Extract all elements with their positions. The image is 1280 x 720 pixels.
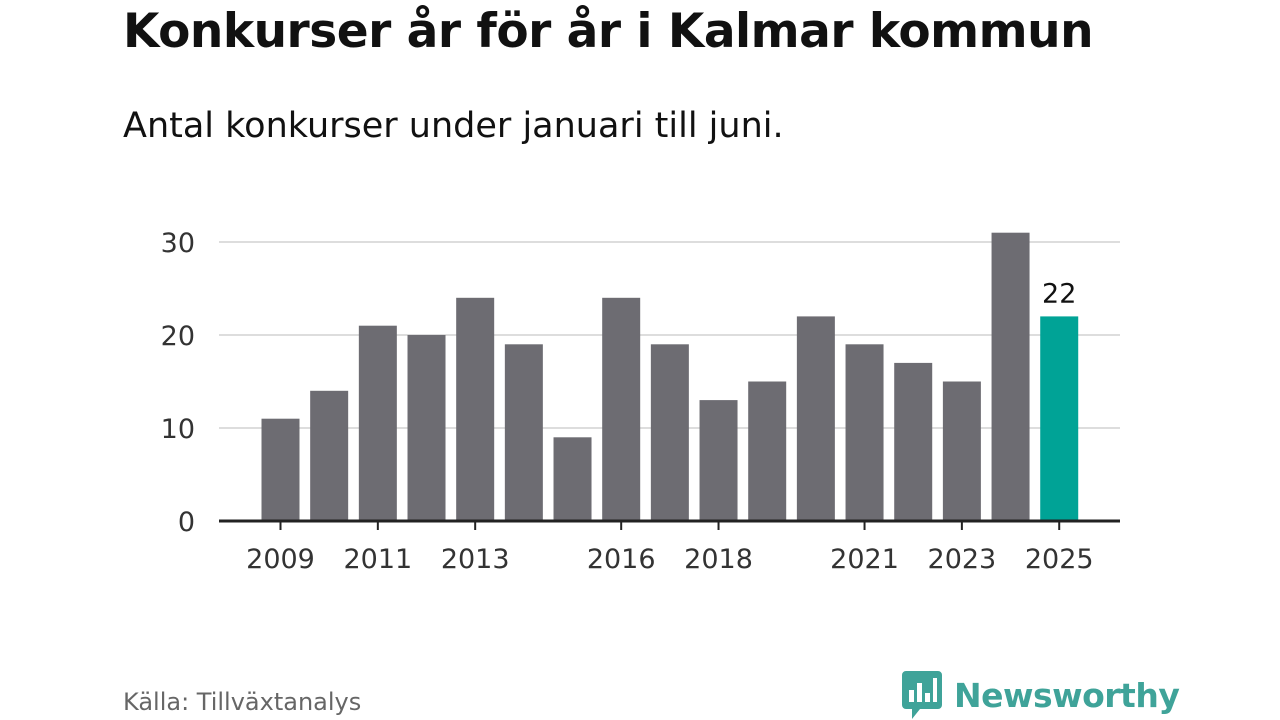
- y-tick-label-20: 20: [161, 321, 195, 352]
- bar-2018: [699, 400, 738, 521]
- x-tick-label-2018: 2018: [684, 544, 753, 575]
- source-note: Källa: Tillväxtanalys: [123, 688, 362, 716]
- bar-2009: [261, 418, 300, 521]
- bar-2019: [748, 381, 787, 521]
- newsworthy-logo: Newsworthy: [902, 671, 1180, 719]
- y-tick-label-10: 10: [161, 414, 195, 445]
- bars: [261, 232, 1079, 521]
- x-axis-ticks: 2009 2011 2013 2016 2018 2021 2023 2025: [246, 521, 1094, 575]
- bar-2015: [553, 437, 592, 521]
- y-tick-label-30: 30: [161, 228, 195, 259]
- bar-2022: [894, 362, 933, 521]
- data-label-2025: 22: [1042, 278, 1076, 309]
- x-tick-label-2016: 2016: [587, 544, 656, 575]
- bar-2021: [845, 344, 884, 521]
- y-tick-label-0: 0: [178, 507, 195, 538]
- bar-2012: [407, 335, 446, 521]
- bar-2010: [310, 390, 349, 521]
- newsworthy-logo-icon: [902, 671, 942, 719]
- bar-2017: [650, 344, 689, 521]
- bar-2013: [456, 297, 495, 521]
- x-tick-label-2021: 2021: [830, 544, 899, 575]
- x-tick-label-2011: 2011: [343, 544, 412, 575]
- bar-2020: [796, 316, 835, 521]
- y-axis-ticks: 0 10 20 30: [161, 228, 195, 538]
- newsworthy-logo-text: Newsworthy: [954, 675, 1180, 715]
- x-tick-label-2023: 2023: [928, 544, 997, 575]
- x-tick-label-2009: 2009: [246, 544, 315, 575]
- bar-2011: [358, 325, 397, 521]
- bar-2025: [1040, 316, 1079, 521]
- chart-title: Konkurser år för år i Kalmar kommun: [123, 4, 1094, 59]
- bar-2024: [991, 232, 1030, 521]
- chart-subtitle: Antal konkurser under januari till juni.: [123, 106, 784, 146]
- data-labels: 22: [1042, 278, 1076, 309]
- bar-2014: [504, 344, 543, 521]
- x-tick-label-2013: 2013: [441, 544, 510, 575]
- x-tick-label-2025: 2025: [1025, 544, 1094, 575]
- bar-chart: 0 10 20 30 2009 2011 2013 2016 2018 2021 2023 2025…: [161, 228, 1120, 575]
- bar-2023: [942, 381, 981, 521]
- bar-2016: [602, 297, 641, 521]
